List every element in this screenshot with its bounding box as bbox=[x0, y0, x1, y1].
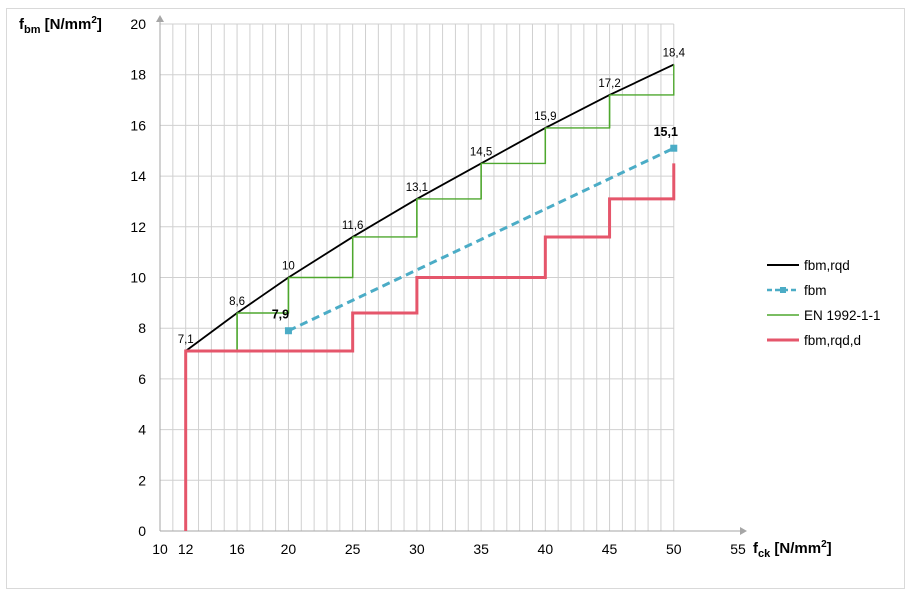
x-axis-label: fck [N/mm2] bbox=[753, 539, 832, 560]
x-tick-label: 45 bbox=[602, 541, 618, 557]
x-tick-label: 20 bbox=[281, 541, 297, 557]
point-label: 7,9 bbox=[272, 308, 289, 322]
series-fbm-marker bbox=[670, 144, 678, 152]
y-tick-label: 2 bbox=[138, 472, 146, 488]
y-tick-label: 6 bbox=[138, 371, 146, 387]
x-tick-label: 55 bbox=[730, 541, 746, 557]
x-tick-label: 12 bbox=[178, 541, 194, 557]
point-label: 11,6 bbox=[342, 220, 364, 232]
x-tick-label: 50 bbox=[666, 541, 682, 557]
point-label: 17,2 bbox=[598, 78, 620, 90]
legend-label: fbm bbox=[804, 283, 827, 298]
x-tick-label: 40 bbox=[538, 541, 554, 557]
legend-label: fbm,rqd bbox=[804, 258, 850, 273]
legend-entry: fbm,rqd bbox=[767, 258, 850, 273]
x-tick-label: 30 bbox=[409, 541, 425, 557]
point-label: 15,1 bbox=[654, 125, 678, 139]
legend-marker bbox=[780, 287, 786, 293]
legend-entry: fbm,rqd,d bbox=[767, 333, 861, 348]
y-axis-arrow bbox=[156, 15, 164, 22]
x-axis-arrow bbox=[740, 527, 747, 535]
y-tick-label: 20 bbox=[130, 16, 146, 32]
series-fbm-marker bbox=[284, 327, 292, 335]
tick-labels: 10 12 16 20 25 30 35 40 45 50 55 0 2 4 6 8 10 12 14 16 18 20 bbox=[130, 16, 746, 557]
y-axis-label: fbm [N/mm2] bbox=[19, 15, 102, 36]
point-label: 7,1 bbox=[178, 334, 194, 346]
series-group bbox=[184, 63, 678, 531]
legend: fbm,rqd fbm EN 1992-1-1 fbm,rqd,d bbox=[767, 258, 881, 348]
point-label: 13,1 bbox=[406, 182, 428, 194]
axes bbox=[156, 15, 747, 535]
y-tick-label: 14 bbox=[130, 168, 146, 184]
x-tick-label: 35 bbox=[473, 541, 489, 557]
x-tick-label: 16 bbox=[229, 541, 245, 557]
x-tick-label: 10 bbox=[152, 541, 168, 557]
legend-label: fbm,rqd,d bbox=[804, 333, 861, 348]
point-labels: 7,1 8,6 10 11,6 13,1 14,5 15,9 17,2 18,4 7,9 15,1 bbox=[178, 48, 686, 346]
y-tick-label: 16 bbox=[130, 117, 146, 133]
legend-entry: fbm bbox=[767, 283, 827, 298]
point-label: 15,9 bbox=[534, 111, 556, 123]
series-fbm-rqd-d-steps bbox=[184, 163, 676, 531]
y-tick-label: 10 bbox=[130, 270, 146, 286]
legend-label: EN 1992-1-1 bbox=[804, 308, 881, 323]
point-label: 14,5 bbox=[470, 146, 492, 158]
point-label: 10 bbox=[282, 261, 295, 273]
y-tick-label: 4 bbox=[138, 422, 146, 438]
chart-frame bbox=[6, 8, 905, 589]
y-tick-label: 18 bbox=[130, 67, 146, 83]
point-label: 8,6 bbox=[229, 296, 245, 308]
series-fbm-line bbox=[287, 146, 675, 333]
y-tick-label: 12 bbox=[130, 219, 146, 235]
point-label: 18,4 bbox=[663, 48, 686, 60]
x-tick-label: 25 bbox=[345, 541, 361, 557]
legend-entry: EN 1992-1-1 bbox=[767, 308, 881, 323]
y-tick-label: 8 bbox=[138, 320, 146, 336]
y-tick-label: 0 bbox=[138, 523, 146, 539]
